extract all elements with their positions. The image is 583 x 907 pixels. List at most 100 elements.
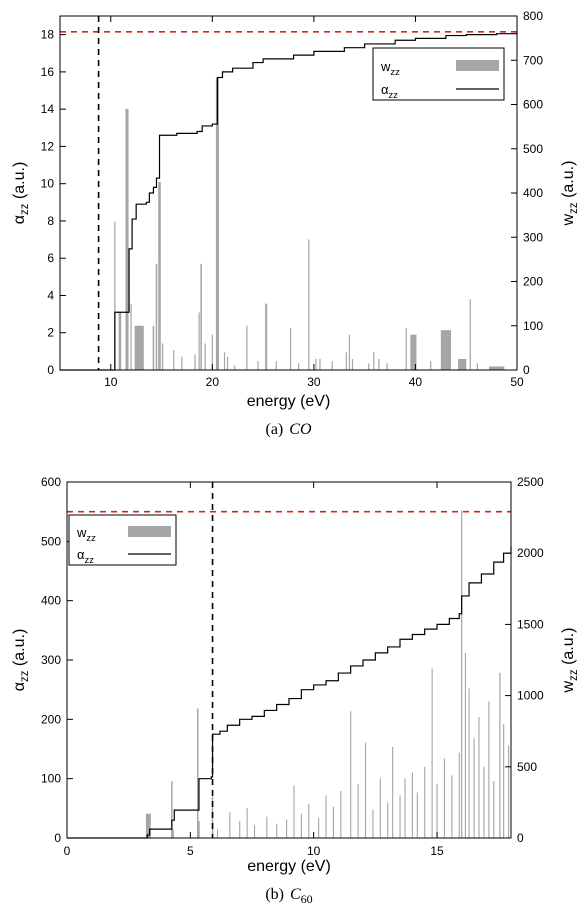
y-left-axis-title-unit: (a.u.)	[11, 162, 28, 204]
y-right-tick-label: 500	[523, 142, 543, 156]
y-right-axis-title-unit: (a.u.)	[560, 161, 577, 203]
w-zz-bar	[171, 781, 173, 838]
w-zz-bar	[331, 361, 333, 370]
w-zz-bar	[325, 795, 327, 838]
y-left-axis-title-group: αzz (a.u.)	[11, 629, 31, 692]
w-zz-bar	[215, 77, 219, 370]
w-zz-bar	[476, 363, 479, 370]
w-zz-bar	[181, 356, 183, 370]
y-left-tick-label: 0	[47, 363, 54, 377]
y-right-tick-label: 0	[523, 363, 530, 377]
x-tick-label: 5	[187, 844, 194, 858]
w-zz-bar	[257, 361, 259, 370]
w-zz-bar	[451, 775, 453, 838]
x-tick-label: 50	[510, 375, 524, 389]
legend-label-subscript: zz	[85, 555, 95, 565]
w-zz-bar	[411, 772, 413, 838]
y-right-tick-label: 100	[523, 319, 543, 333]
y-left-axis-title: αzz (a.u.)	[11, 162, 31, 225]
y-right-tick-label: 2500	[517, 475, 544, 489]
w-zz-bar	[348, 334, 351, 370]
w-zz-bar	[200, 263, 202, 370]
w-zz-bar	[405, 327, 407, 370]
w-zz-bar	[468, 688, 470, 838]
w-zz-bar	[386, 363, 388, 370]
legend-box	[372, 47, 505, 101]
w-zz-bar	[458, 358, 467, 370]
y-right-tick-label: 1500	[517, 617, 544, 631]
w-zz-bar	[493, 781, 495, 838]
y-left-tick-label: 2	[47, 326, 54, 340]
w-zz-bar	[489, 366, 505, 370]
w-zz-bar	[436, 783, 438, 838]
w-zz-bar	[114, 221, 116, 370]
w-zz-bar	[196, 708, 199, 838]
w-zz-bar	[275, 361, 277, 370]
y-right-axis-title-unit: (a.u.)	[560, 628, 577, 670]
y-right-tick-label: 1000	[517, 689, 544, 703]
caption-label: (b)	[265, 886, 284, 903]
legend-bar-swatch	[456, 60, 499, 71]
w-zz-bar	[364, 742, 367, 838]
w-zz-bar	[461, 510, 463, 838]
w-zz-bar	[125, 108, 129, 371]
y-left-tick-label: 6	[47, 251, 54, 265]
w-zz-bar	[276, 823, 278, 838]
x-axis-title: energy (eV)	[247, 393, 331, 410]
w-zz-bars	[145, 510, 510, 838]
w-zz-bar	[211, 334, 213, 370]
y-right-tick-label: 0	[517, 831, 524, 845]
w-zz-bar	[226, 356, 229, 370]
y-left-tick-label: 400	[41, 594, 61, 608]
x-tick-label: 15	[430, 844, 444, 858]
w-zz-bar	[410, 334, 417, 370]
legend-label: wzz	[380, 59, 400, 77]
w-zz-bar	[483, 766, 485, 838]
legend-label: αzz	[381, 82, 398, 100]
w-zz-bar	[204, 343, 206, 370]
y-right-axis-title: wzz (a.u.)	[560, 628, 580, 694]
w-zz-bar	[340, 791, 342, 838]
y-right-tick-label: 300	[523, 230, 543, 244]
y-right-tick-label: 500	[517, 760, 537, 774]
w-zz-bar	[293, 785, 295, 838]
x-axis-title: energy (eV)	[247, 858, 331, 875]
w-zz-bar	[373, 352, 375, 370]
y-left-axis-title-subscript: zz	[19, 670, 31, 682]
w-zz-bar	[172, 829, 174, 838]
w-zz-bar	[318, 818, 320, 838]
w-zz-bar	[443, 758, 446, 838]
y-right-axis-title-symbol: w	[560, 680, 577, 693]
y-left-axis-title-subscript: zz	[19, 203, 31, 215]
w-zz-bar	[173, 350, 175, 370]
y-left-axis-title-symbol: α	[11, 682, 28, 691]
w-zz-bar	[152, 325, 155, 370]
legend-label-subscript: zz	[86, 533, 96, 543]
legend-label-subscript: zz	[389, 90, 399, 100]
y-right-axis-title-subscript: zz	[568, 669, 580, 681]
caption-molecule: C	[290, 886, 301, 903]
w-zz-bar	[266, 816, 268, 838]
w-zz-bar	[158, 181, 161, 370]
legend-label-symbol: w	[380, 59, 391, 74]
y-right-tick-label: 400	[523, 186, 543, 200]
y-left-axis-title-symbol: α	[11, 215, 28, 224]
y-left-axis-title-unit: (a.u.)	[11, 629, 28, 671]
w-zz-bar	[332, 806, 335, 838]
figure-caption: (a) CO	[266, 421, 312, 438]
w-zz-bar	[265, 303, 268, 370]
w-zz-bars	[114, 77, 505, 371]
legend-label-subscript: zz	[390, 67, 400, 77]
y-right-tick-label: 2000	[517, 546, 544, 560]
w-zz-bar	[308, 239, 310, 370]
w-zz-bar	[351, 358, 354, 370]
w-zz-bar	[130, 303, 132, 370]
w-zz-bar	[234, 365, 236, 370]
y-left-tick-label: 18	[41, 28, 55, 42]
w-zz-bar	[118, 312, 122, 370]
y-right-tick-label: 600	[523, 98, 543, 112]
x-tick-label: 30	[307, 375, 321, 389]
caption-molecule: CO	[289, 421, 312, 438]
